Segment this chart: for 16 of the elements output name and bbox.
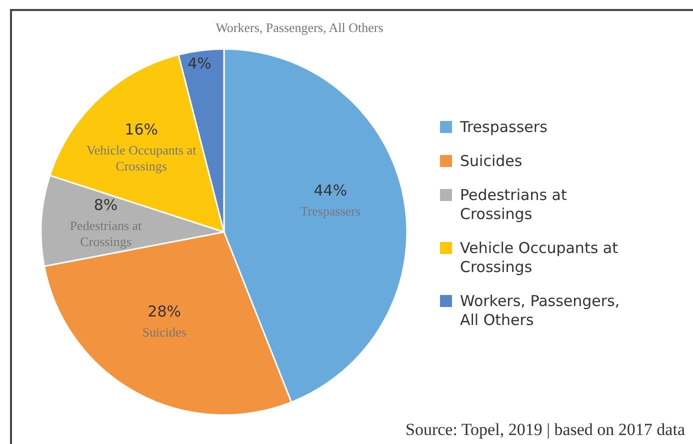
data-label: 28% [148,302,182,320]
legend-label: Suicides [460,152,522,171]
data-label: 8% [94,196,118,214]
slice-label: Suicides [142,324,186,340]
slice-label: Trespassers [300,204,361,219]
legend-label: Workers, Passengers, All Others [460,292,620,330]
data-label: 44% [314,182,348,200]
slice-label: Workers, Passengers, All Others [216,20,384,35]
legend-label: Vehicle Occupants at Crossings [460,239,618,277]
legend-label: Pedestrians at Crossings [460,186,567,224]
data-label: 16% [124,120,158,138]
legend-label: Trespassers [460,118,548,137]
slice-label: Pedestrians at Crossings [70,218,142,249]
slice-label: Vehicle Occupants at Crossings [86,142,197,174]
source-note: Source: Topel, 2019 | based on 2017 data [405,420,685,440]
data-label: 4% [188,54,212,73]
